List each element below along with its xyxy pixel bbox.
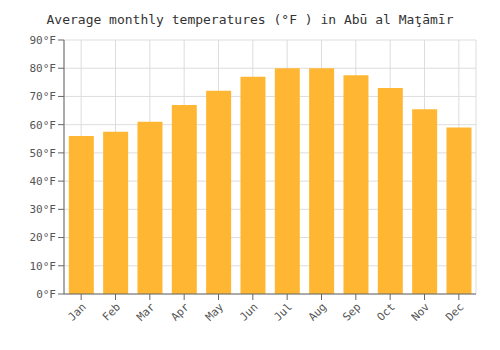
- svg-text:Mar: Mar: [134, 300, 158, 324]
- svg-text:Aug: Aug: [306, 300, 329, 323]
- svg-text:Dec: Dec: [443, 300, 466, 323]
- svg-text:Jul: Jul: [272, 300, 295, 323]
- svg-text:Jun: Jun: [237, 300, 260, 323]
- svg-text:80°F: 80°F: [30, 62, 57, 75]
- svg-text:50°F: 50°F: [30, 147, 57, 160]
- svg-text:90°F: 90°F: [30, 34, 57, 47]
- html-text:Average monthly temperatures (: Average monthly temperatures (°F ) in Ab…: [46, 12, 454, 27]
- svg-text:Apr: Apr: [169, 300, 193, 324]
- svg-text:30°F: 30°F: [30, 203, 57, 216]
- svg-text:Jan: Jan: [66, 300, 89, 323]
- svg-text:70°F: 70°F: [30, 90, 57, 103]
- svg-text:10°F: 10°F: [30, 260, 57, 273]
- svg-text:40°F: 40°F: [30, 175, 57, 188]
- svg-text:20°F: 20°F: [30, 231, 57, 244]
- svg-text:May: May: [203, 300, 227, 324]
- svg-text:Sep: Sep: [340, 300, 363, 323]
- svg-text:Nov: Nov: [409, 300, 433, 324]
- svg-text:60°F: 60°F: [30, 119, 57, 132]
- svg-text:Feb: Feb: [100, 300, 123, 323]
- svg-text:Oct: Oct: [375, 300, 398, 323]
- svg-text:0°F: 0°F: [36, 288, 56, 301]
